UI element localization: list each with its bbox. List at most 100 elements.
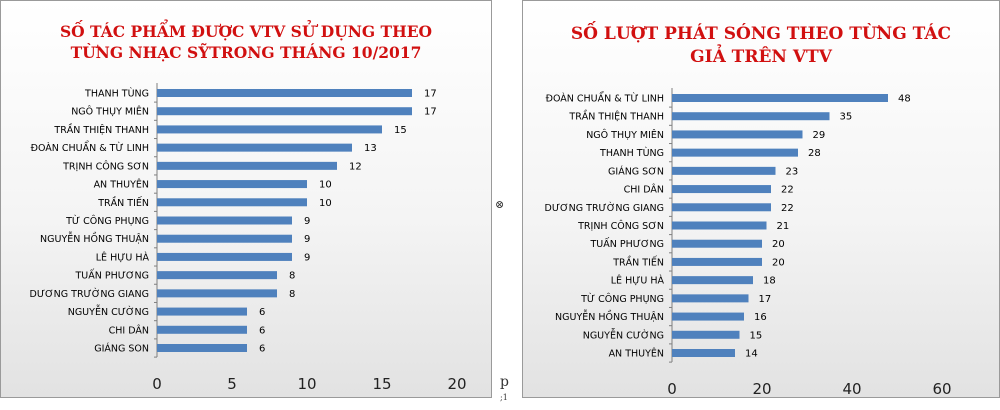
bar: [157, 234, 292, 243]
chart-title-right: SỐ LƯỢT PHÁT SÓNG THEO TỪNG TÁC GIẢ TRÊN…: [523, 23, 999, 69]
chart-panel-right: SỐ LƯỢT PHÁT SÓNG THEO TỪNG TÁC GIẢ TRÊN…: [522, 0, 1000, 398]
value-label: 6: [259, 307, 265, 318]
category-label: AN THUYÊN: [609, 348, 664, 360]
bar: [672, 330, 740, 339]
x-tick-label: 40: [842, 380, 861, 398]
x-tick-label: 60: [932, 380, 951, 398]
category-label: TRẦN THIỆN THANH: [568, 110, 664, 123]
category-label: TUẤN PHƯƠNG: [74, 270, 149, 282]
bar: [672, 239, 762, 248]
x-tick-label: 20: [447, 375, 466, 393]
category-label: TRẦN TIẾN: [97, 196, 149, 209]
category-label: NGUYỄN CƯỜNG: [583, 328, 664, 341]
category-label: AN THUYÊN: [94, 179, 149, 191]
bar: [157, 344, 247, 352]
bar: [157, 125, 382, 134]
value-label: 9: [304, 252, 310, 263]
category-label: TRẦN TIẾN: [612, 255, 664, 268]
category-label: DƯƠNG TRƯỜNG GIANG: [30, 288, 149, 300]
category-label: LÊ HỰU HÀ: [611, 275, 665, 287]
bar: [157, 325, 247, 334]
category-label: ĐOÀN CHUẨN & TỪ LINH: [31, 141, 149, 154]
value-label: 28: [808, 148, 821, 159]
category-label: TRẦN THIỆN THANH: [53, 123, 149, 136]
category-label: DƯƠNG TRƯỜNG GIANG: [545, 202, 664, 214]
category-label: NGÔ THỤY MIÊN: [71, 106, 149, 118]
value-label: 20: [772, 257, 785, 268]
bar: [157, 161, 337, 170]
bar: [157, 89, 412, 97]
value-label: 8: [289, 289, 295, 300]
value-label: 9: [304, 234, 310, 245]
bar: [157, 180, 307, 189]
bar: [157, 198, 307, 207]
bar: [157, 307, 247, 316]
bar: [157, 289, 277, 298]
value-label: 18: [763, 276, 776, 287]
chart-panel-left: SỐ TÁC PHẨM ĐƯỢC VTV SỬ DỤNG THEO TỪNG N…: [0, 0, 492, 398]
bar: [157, 252, 292, 261]
x-tick-label: 15: [372, 375, 391, 393]
chart-title-left-line-1: SỐ TÁC PHẨM ĐƯỢC VTV SỬ DỤNG THEO: [59, 22, 433, 41]
value-label: 48: [898, 94, 911, 105]
chart-title-left: SỐ TÁC PHẨM ĐƯỢC VTV SỬ DỤNG THEO TỪNG N…: [1, 21, 491, 63]
category-label: NGÔ THỤY MIÊN: [586, 129, 664, 141]
value-label: 17: [424, 89, 437, 100]
bar: [157, 271, 277, 280]
value-label: 10: [319, 198, 332, 209]
category-label: TRỊNH CÔNG SƠN: [62, 160, 149, 172]
category-label: GIÁNG SON: [94, 343, 149, 355]
value-label: 22: [781, 203, 794, 214]
value-label: 9: [304, 216, 310, 227]
category-label: THANH TÙNG: [599, 147, 664, 159]
bar: [157, 216, 292, 225]
value-label: 29: [813, 130, 826, 141]
value-label: 14: [745, 349, 758, 360]
category-label: TRỊNH CÔNG SƠN: [577, 220, 664, 232]
category-label: NGUYỄN CƯỜNG: [68, 305, 149, 318]
value-label: 15: [394, 125, 407, 136]
gap-symbol: ⊗: [495, 198, 505, 211]
value-label: 6: [259, 325, 265, 336]
bar-chart-left: THANH TÙNG 17 NGÔ THỤY MIÊN 17 TRẦN THIỆN TH…: [30, 83, 467, 393]
chart-title-left-line-2: TỪNG NHẠC SỸTRONG THÁNG 10/2017: [70, 43, 422, 62]
category-label: NGUYỄN HỒNG THUẬN: [40, 232, 149, 245]
x-tick-label: 0: [152, 375, 162, 393]
bar: [672, 203, 771, 212]
edge-small-text: ;1: [500, 393, 508, 402]
x-tick-label: 0: [667, 380, 677, 398]
value-label: 8: [289, 271, 295, 282]
category-label: TỪ CÔNG PHỤNG: [65, 215, 149, 227]
x-tick-label: 20: [752, 380, 771, 398]
value-label: 15: [750, 330, 763, 341]
category-label: GIÁNG SƠN: [608, 165, 664, 177]
category-label: TỪ CÔNG PHỤNG: [580, 293, 664, 305]
value-label: 13: [364, 143, 377, 154]
bar: [672, 185, 771, 194]
value-label: 12: [349, 161, 362, 172]
bar: [672, 130, 803, 139]
bar: [672, 349, 735, 357]
bar-chart-right: ĐOÀN CHUẨN & TỪ LINH 48 TRẦN THIỆN THANH 35…: [545, 88, 952, 398]
bar: [672, 257, 762, 266]
chart-title-right-line-2: GIẢ TRÊN VTV: [690, 47, 832, 67]
category-label: LÊ HỰU HÀ: [96, 251, 150, 263]
value-label: 6: [259, 344, 265, 355]
bar: [672, 294, 749, 303]
chart-title-right-line-1: SỐ LƯỢT PHÁT SÓNG THEO TỪNG TÁC: [570, 24, 952, 44]
category-label: THANH TÙNG: [84, 88, 149, 100]
x-tick-label: 10: [297, 375, 316, 393]
value-label: 10: [319, 180, 332, 191]
bar: [672, 94, 888, 102]
category-label: CHI DÂN: [109, 324, 149, 336]
bar: [157, 143, 352, 152]
bar: [672, 166, 776, 175]
bar: [672, 276, 753, 285]
bar: [672, 148, 798, 157]
category-label: ĐOÀN CHUẨN & TỪ LINH: [546, 92, 664, 105]
x-tick-label: 5: [227, 375, 237, 393]
value-label: 17: [759, 294, 772, 305]
value-label: 35: [840, 112, 853, 123]
value-label: 16: [754, 312, 767, 323]
value-label: 17: [424, 107, 437, 118]
